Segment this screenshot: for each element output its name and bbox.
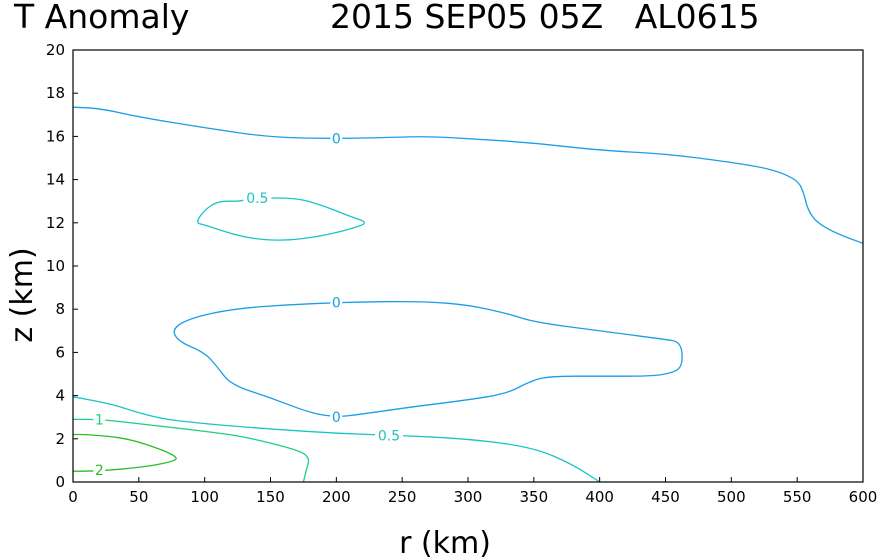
contour-label-2: 2 bbox=[95, 463, 104, 479]
contour-label-background bbox=[243, 189, 272, 206]
x-tick-label: 300 bbox=[454, 488, 483, 506]
x-tick-label: 0 bbox=[68, 488, 78, 506]
x-tick-label: 550 bbox=[783, 488, 812, 506]
contour-label-background bbox=[330, 130, 343, 147]
contour-label-background bbox=[330, 294, 343, 311]
y-axis-ticks: 0 2 4 6 8 10 12 14 16 18 20 bbox=[46, 41, 78, 491]
contour-line-2 bbox=[73, 433, 177, 472]
contour-label-0.5: 0.5 bbox=[378, 429, 400, 445]
x-tick-label: 250 bbox=[388, 488, 417, 506]
x-tick-label: 100 bbox=[190, 488, 219, 506]
contour-line-1 bbox=[73, 418, 310, 483]
plot-frame bbox=[72, 49, 864, 483]
contour-lines bbox=[72, 106, 864, 483]
x-tick-label: 50 bbox=[129, 488, 148, 506]
contour-label-1: 1 bbox=[95, 412, 104, 428]
contour-label-0: 0 bbox=[332, 410, 341, 426]
y-tick-label: 0 bbox=[55, 473, 65, 491]
contour-labels: 0 0 0 0.5 0.5 1 2 bbox=[93, 130, 403, 479]
y-tick-label: 2 bbox=[55, 430, 65, 448]
y-tick-label: 14 bbox=[46, 171, 65, 189]
contour-line-0 bbox=[72, 106, 864, 244]
contour-label-background bbox=[330, 409, 343, 426]
y-tick-label: 10 bbox=[46, 257, 65, 275]
contour-label-background bbox=[375, 427, 403, 444]
x-axis-label: r (km) bbox=[399, 526, 491, 559]
chart-title-right: 2015 SEP05 05Z AL0615 bbox=[330, 0, 760, 36]
contour-line-0.5 bbox=[72, 396, 601, 483]
y-tick-label: 6 bbox=[55, 343, 65, 361]
y-tick-label: 4 bbox=[55, 387, 65, 405]
x-tick-label: 450 bbox=[651, 488, 680, 506]
contour-label-0.5: 0.5 bbox=[246, 191, 268, 207]
x-tick-label: 400 bbox=[585, 488, 614, 506]
contour-label-0: 0 bbox=[332, 296, 341, 312]
y-tick-label: 18 bbox=[46, 84, 65, 102]
contour-label-0: 0 bbox=[332, 132, 341, 148]
x-axis-ticks: 0 50 100 150 200 250 300 350 400 450 500 550 600 bbox=[68, 477, 877, 506]
contour-line-0.5 bbox=[197, 197, 365, 241]
y-tick-label: 16 bbox=[46, 127, 65, 145]
contour-line-0 bbox=[173, 300, 683, 417]
contour-label-background bbox=[93, 462, 106, 479]
y-tick-label: 12 bbox=[46, 214, 65, 232]
x-tick-label: 200 bbox=[322, 488, 351, 506]
y-tick-label: 8 bbox=[55, 300, 65, 318]
x-tick-label: 350 bbox=[520, 488, 549, 506]
x-tick-label: 150 bbox=[256, 488, 285, 506]
chart-title-left: T Anomaly bbox=[13, 0, 189, 36]
x-tick-label: 500 bbox=[717, 488, 746, 506]
contour-label-background bbox=[93, 411, 106, 428]
y-tick-label: 20 bbox=[46, 41, 65, 59]
x-tick-label: 600 bbox=[849, 488, 878, 506]
y-axis-label: z (km) bbox=[5, 247, 40, 342]
